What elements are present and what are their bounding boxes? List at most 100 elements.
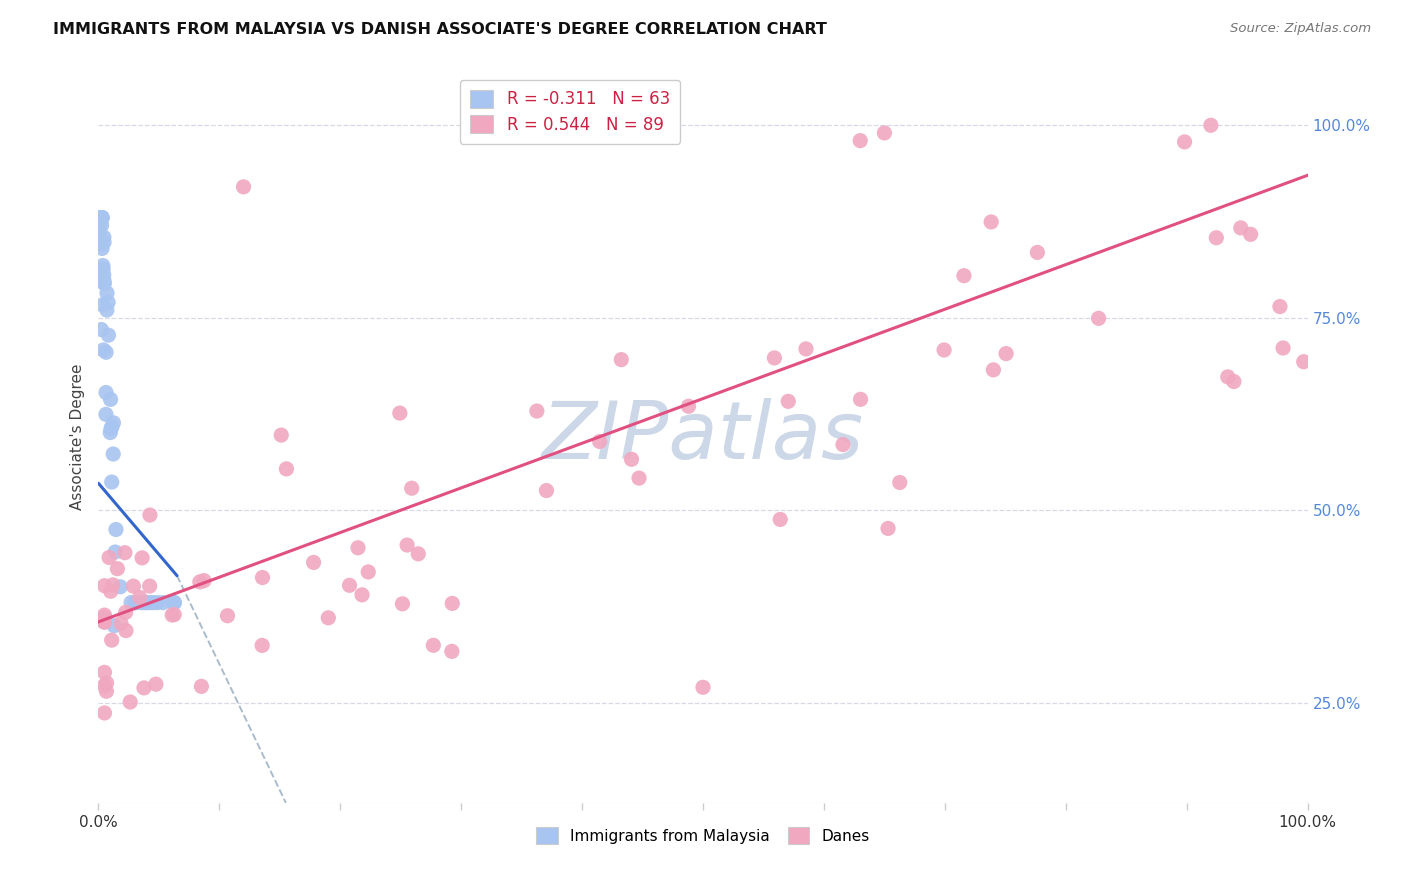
Point <box>89 211 111 225</box>
Point <box>190 679 212 693</box>
Point <box>120 695 142 709</box>
Point <box>139 508 162 522</box>
Point <box>91 261 114 276</box>
Point <box>318 611 340 625</box>
Point <box>769 512 792 526</box>
Point <box>91 211 114 225</box>
Point <box>89 211 111 225</box>
Point <box>678 399 700 413</box>
Point <box>124 596 146 610</box>
Point <box>849 134 872 148</box>
Point <box>162 596 184 610</box>
Point <box>129 596 152 610</box>
Point <box>91 298 114 312</box>
Point <box>101 420 124 434</box>
Point <box>96 676 118 690</box>
Point <box>114 546 136 560</box>
Point <box>620 452 643 467</box>
Point <box>188 574 211 589</box>
Point <box>90 211 112 225</box>
Text: Source: ZipAtlas.com: Source: ZipAtlas.com <box>1230 22 1371 36</box>
Point <box>252 570 274 584</box>
Point <box>94 408 117 422</box>
Point <box>90 237 112 252</box>
Point <box>97 328 120 343</box>
Point <box>610 352 633 367</box>
Point <box>1268 300 1291 314</box>
Point <box>536 483 558 498</box>
Point <box>132 681 155 695</box>
Point <box>302 556 325 570</box>
Point <box>350 588 373 602</box>
Point <box>953 268 976 283</box>
Point <box>93 613 115 627</box>
Point <box>588 434 610 449</box>
Point <box>152 596 174 610</box>
Point <box>763 351 786 365</box>
Point <box>270 428 292 442</box>
Point <box>104 545 127 559</box>
Point <box>93 615 115 629</box>
Point <box>1205 231 1227 245</box>
Point <box>89 211 111 225</box>
Point <box>1272 341 1295 355</box>
Point <box>138 596 160 610</box>
Point <box>441 596 464 610</box>
Point <box>90 211 112 225</box>
Point <box>628 471 651 485</box>
Point <box>396 538 419 552</box>
Point <box>1292 355 1315 369</box>
Point <box>100 392 122 407</box>
Point <box>250 639 273 653</box>
Point <box>100 633 122 648</box>
Point <box>128 591 150 605</box>
Point <box>163 607 186 622</box>
Point <box>135 596 157 610</box>
Point <box>849 392 872 407</box>
Point <box>96 286 118 301</box>
Point <box>1026 245 1049 260</box>
Point <box>100 475 122 489</box>
Point <box>90 218 112 232</box>
Point <box>692 681 714 695</box>
Point <box>93 277 115 291</box>
Point <box>91 211 114 225</box>
Point <box>1216 370 1239 384</box>
Point <box>401 481 423 495</box>
Point <box>122 579 145 593</box>
Point <box>1230 220 1253 235</box>
Point <box>357 565 380 579</box>
Point <box>93 230 115 244</box>
Point <box>193 574 215 588</box>
Point <box>131 550 153 565</box>
Point <box>91 242 114 256</box>
Point <box>114 605 136 619</box>
Point <box>873 126 896 140</box>
Point <box>89 211 111 225</box>
Point <box>93 235 115 250</box>
Point <box>89 211 111 225</box>
Point <box>104 523 127 537</box>
Point <box>98 425 121 440</box>
Point <box>91 274 114 288</box>
Point <box>339 578 361 592</box>
Point <box>89 211 111 225</box>
Point <box>90 322 112 336</box>
Point <box>93 343 115 357</box>
Point <box>146 596 169 610</box>
Point <box>983 363 1005 377</box>
Point <box>138 579 160 593</box>
Point <box>1174 135 1197 149</box>
Point <box>93 706 115 720</box>
Point <box>778 394 800 409</box>
Point <box>995 346 1018 360</box>
Point <box>89 211 111 225</box>
Point <box>124 596 146 610</box>
Point <box>877 521 900 535</box>
Text: IMMIGRANTS FROM MALAYSIA VS DANISH ASSOCIATE'S DEGREE CORRELATION CHART: IMMIGRANTS FROM MALAYSIA VS DANISH ASSOC… <box>53 22 827 37</box>
Point <box>89 220 111 235</box>
Point <box>105 562 128 576</box>
Point <box>93 611 115 625</box>
Point <box>276 462 298 476</box>
Point <box>145 677 167 691</box>
